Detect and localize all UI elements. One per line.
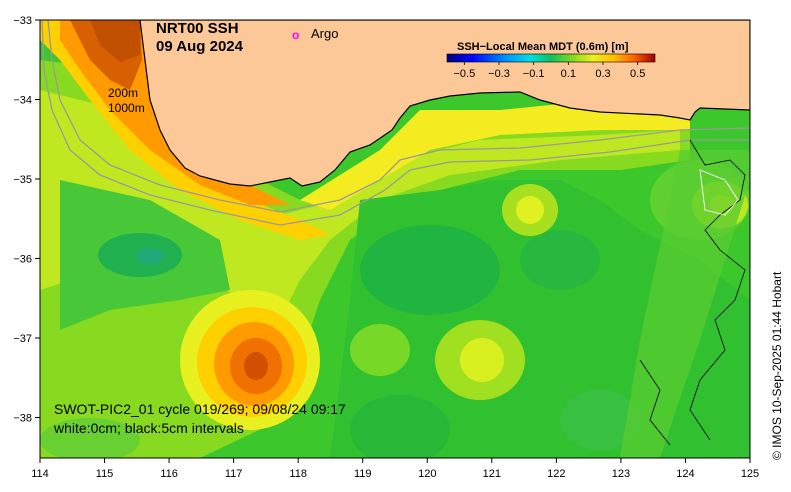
x-tick-label: 123 [612, 468, 630, 480]
x-tick-label: 114 [31, 468, 49, 480]
x-axis: 114 115 116 117 118 119 120 121 122 123 124 125 [31, 458, 759, 480]
x-tick-label: 121 [483, 468, 501, 480]
x-tick-label: 120 [418, 468, 436, 480]
y-tick-label: −36 [13, 254, 32, 266]
colorbar-title: SSH−Local Mean MDT (0.6m) [m] [457, 41, 629, 53]
colorbar-ticks: −0.5 −0.3 −0.1 0.1 0.3 0.5 [453, 62, 645, 80]
swot-annotation: SWOT-PIC2_01 cycle 019/269; 09/08/24 09:… [54, 401, 346, 417]
y-tick-label: −33 [13, 15, 32, 27]
colorbar-tick-label: −0.1 [523, 68, 545, 80]
x-tick-label: 117 [225, 468, 243, 480]
colorbar-tick-label: −0.3 [488, 68, 510, 80]
map-title-line2: 09 Aug 2024 [156, 38, 244, 55]
depth-label-200m: 200m [108, 86, 138, 100]
y-axis: −33 −34 −35 −36 −37 −38 [13, 15, 40, 425]
colorbar-tick-label: 0.1 [561, 68, 576, 80]
x-tick-label: 124 [676, 468, 694, 480]
plot-frame [39, 19, 751, 459]
x-tick-label: 119 [354, 468, 372, 480]
colorbar-tick-label: −0.5 [453, 68, 475, 80]
map-title-line1: NRT00 SSH [156, 20, 239, 37]
y-tick-label: −35 [13, 174, 32, 186]
argo-legend-label: Argo [311, 26, 338, 41]
y-tick-label: −38 [13, 413, 32, 425]
depth-label-1000m: 1000m [108, 101, 145, 115]
colorbar-tick-label: 0.5 [630, 68, 645, 80]
contour-annotation: white:0cm; black:5cm intervals [53, 420, 244, 436]
x-tick-label: 122 [547, 468, 565, 480]
x-tick-label: 115 [96, 468, 114, 480]
colorbar-tick-label: 0.3 [595, 68, 610, 80]
x-tick-label: 116 [160, 468, 178, 480]
colorbar [446, 53, 656, 63]
argo-marker-icon: o [292, 28, 299, 42]
y-tick-label: −37 [13, 333, 32, 345]
credit-text: © IMOS 10-Sep-2025 01:44 Hobart [770, 271, 784, 460]
x-tick-label: 125 [741, 468, 759, 480]
x-tick-label: 118 [289, 468, 307, 480]
y-tick-label: −34 [13, 95, 32, 107]
